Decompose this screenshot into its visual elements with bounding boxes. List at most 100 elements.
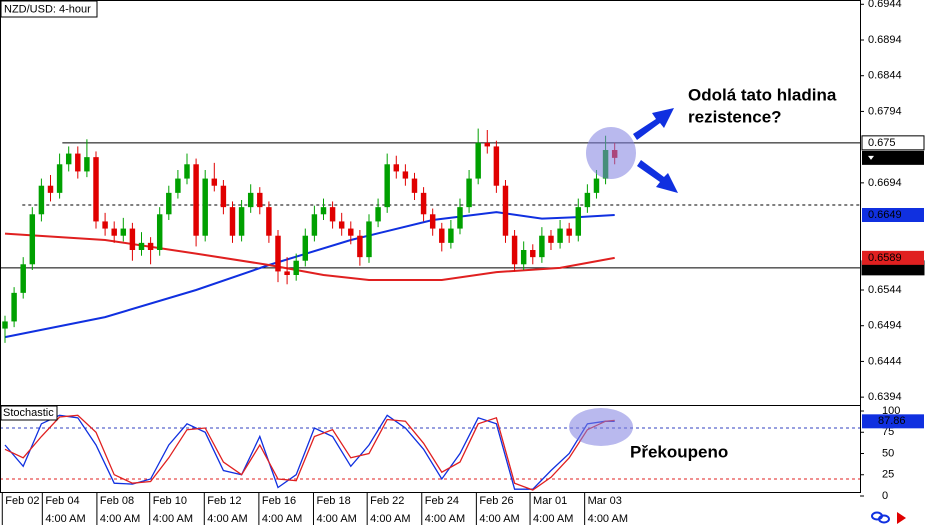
candle-body xyxy=(184,164,190,179)
time-label: 4:00 AM xyxy=(588,513,628,525)
candle-body xyxy=(502,185,509,236)
candle-body xyxy=(375,207,381,222)
candle-body xyxy=(284,271,290,275)
time-label: 4:00 AM xyxy=(370,513,410,525)
candle-body xyxy=(275,235,281,272)
candle-body xyxy=(384,164,390,208)
time-label: 4:00 AM xyxy=(316,513,356,525)
price-label: 0.6649 xyxy=(868,209,902,221)
y-tick-label: 50 xyxy=(882,447,894,459)
y-tick-label: 0.6794 xyxy=(868,105,902,117)
x-tick-label: Feb 22 xyxy=(370,495,404,507)
candle-body xyxy=(2,321,8,329)
x-tick-label: Feb 04 xyxy=(45,495,79,507)
candle-body xyxy=(393,164,400,172)
candle-body xyxy=(211,178,218,186)
candle-body xyxy=(302,235,309,261)
price-label: 0.6729 xyxy=(878,152,912,164)
candle-body xyxy=(320,207,327,215)
candle-body xyxy=(511,235,518,265)
candle-body xyxy=(38,185,45,215)
stochastic-line xyxy=(4,414,615,491)
candle-body xyxy=(530,250,536,258)
price-label: 0.6589 xyxy=(868,252,902,264)
candle-body xyxy=(111,228,117,236)
candle-body xyxy=(75,153,81,172)
annotation: Překoupeno xyxy=(630,442,728,461)
candle-body xyxy=(129,228,136,250)
candle-body xyxy=(311,214,318,236)
toolbar-icons[interactable] xyxy=(871,511,906,524)
y-tick-label: 75 xyxy=(882,426,894,438)
time-label: 4:00 AM xyxy=(533,513,573,525)
value-label-box xyxy=(862,414,924,429)
candle-body xyxy=(229,207,236,236)
candle-body xyxy=(429,214,436,229)
candle-body xyxy=(166,192,172,215)
candle-body xyxy=(147,242,154,250)
x-tick-label: Mar 03 xyxy=(588,495,622,507)
time-label: 4:00 AM xyxy=(100,513,140,525)
candle-body xyxy=(247,192,254,208)
candle-body xyxy=(466,178,472,208)
x-tick-label: Feb 12 xyxy=(207,495,241,507)
highlight xyxy=(586,127,636,179)
x-tick-label: Feb 02 xyxy=(5,495,39,507)
price-panel xyxy=(0,128,860,343)
y-tick-label: 0.6544 xyxy=(868,284,902,296)
y-tick-label: 0.6944 xyxy=(868,0,902,10)
title-box xyxy=(0,0,98,18)
candle-body xyxy=(557,228,563,243)
current-marker xyxy=(868,155,874,160)
candle-body xyxy=(84,157,90,172)
y-tick-label: 0.6394 xyxy=(868,391,902,403)
arrow xyxy=(633,108,678,193)
y-tick-label: 0.6844 xyxy=(868,70,902,82)
y-tick-label: 0 xyxy=(882,490,888,502)
time-label: 4:00 AM xyxy=(425,513,465,525)
candle-body xyxy=(138,242,145,250)
candle-body xyxy=(175,178,181,193)
annotation: Odolá tato hladina xyxy=(688,85,837,104)
candle-body xyxy=(448,228,454,243)
candle-body xyxy=(202,178,208,236)
link-icon[interactable] xyxy=(878,514,890,524)
y-tick-label: 25 xyxy=(882,469,894,481)
candle-body xyxy=(593,178,600,193)
candle-body xyxy=(348,228,354,236)
stochastic-label-box xyxy=(0,405,58,421)
x-tick-label: Feb 18 xyxy=(316,495,350,507)
candle-body xyxy=(65,153,72,165)
time-label: 4:00 AM xyxy=(207,513,247,525)
candle-body xyxy=(47,185,54,193)
y-tick-label: 0.6494 xyxy=(868,320,902,332)
stochastic-frame xyxy=(0,405,861,493)
moving-average xyxy=(4,211,615,339)
x-tick-label: Feb 08 xyxy=(100,495,134,507)
y-tick-label: 0.6694 xyxy=(868,177,902,189)
candle-body xyxy=(120,228,127,236)
time-label: 4:00 AM xyxy=(262,513,302,525)
candle-body xyxy=(484,142,491,147)
candle-body xyxy=(93,157,99,222)
y-tick-label: 100 xyxy=(882,405,900,417)
price-label-box xyxy=(861,135,925,151)
candle-body xyxy=(193,164,199,236)
candle-body xyxy=(257,192,263,208)
value-label: 87.86 xyxy=(878,415,906,427)
y-tick-label: 0.6894 xyxy=(868,34,902,46)
candle-body xyxy=(539,235,545,258)
candle-body xyxy=(293,260,299,275)
candle-body xyxy=(220,185,227,208)
x-tick-label: Feb 26 xyxy=(479,495,513,507)
candle-body xyxy=(475,142,481,179)
highlight xyxy=(569,408,633,446)
candle-body xyxy=(357,235,363,258)
candle-body xyxy=(420,192,427,215)
candle-body xyxy=(11,292,17,322)
y-tick-label: 0.6444 xyxy=(868,355,902,367)
arrow-icon[interactable] xyxy=(897,512,906,524)
